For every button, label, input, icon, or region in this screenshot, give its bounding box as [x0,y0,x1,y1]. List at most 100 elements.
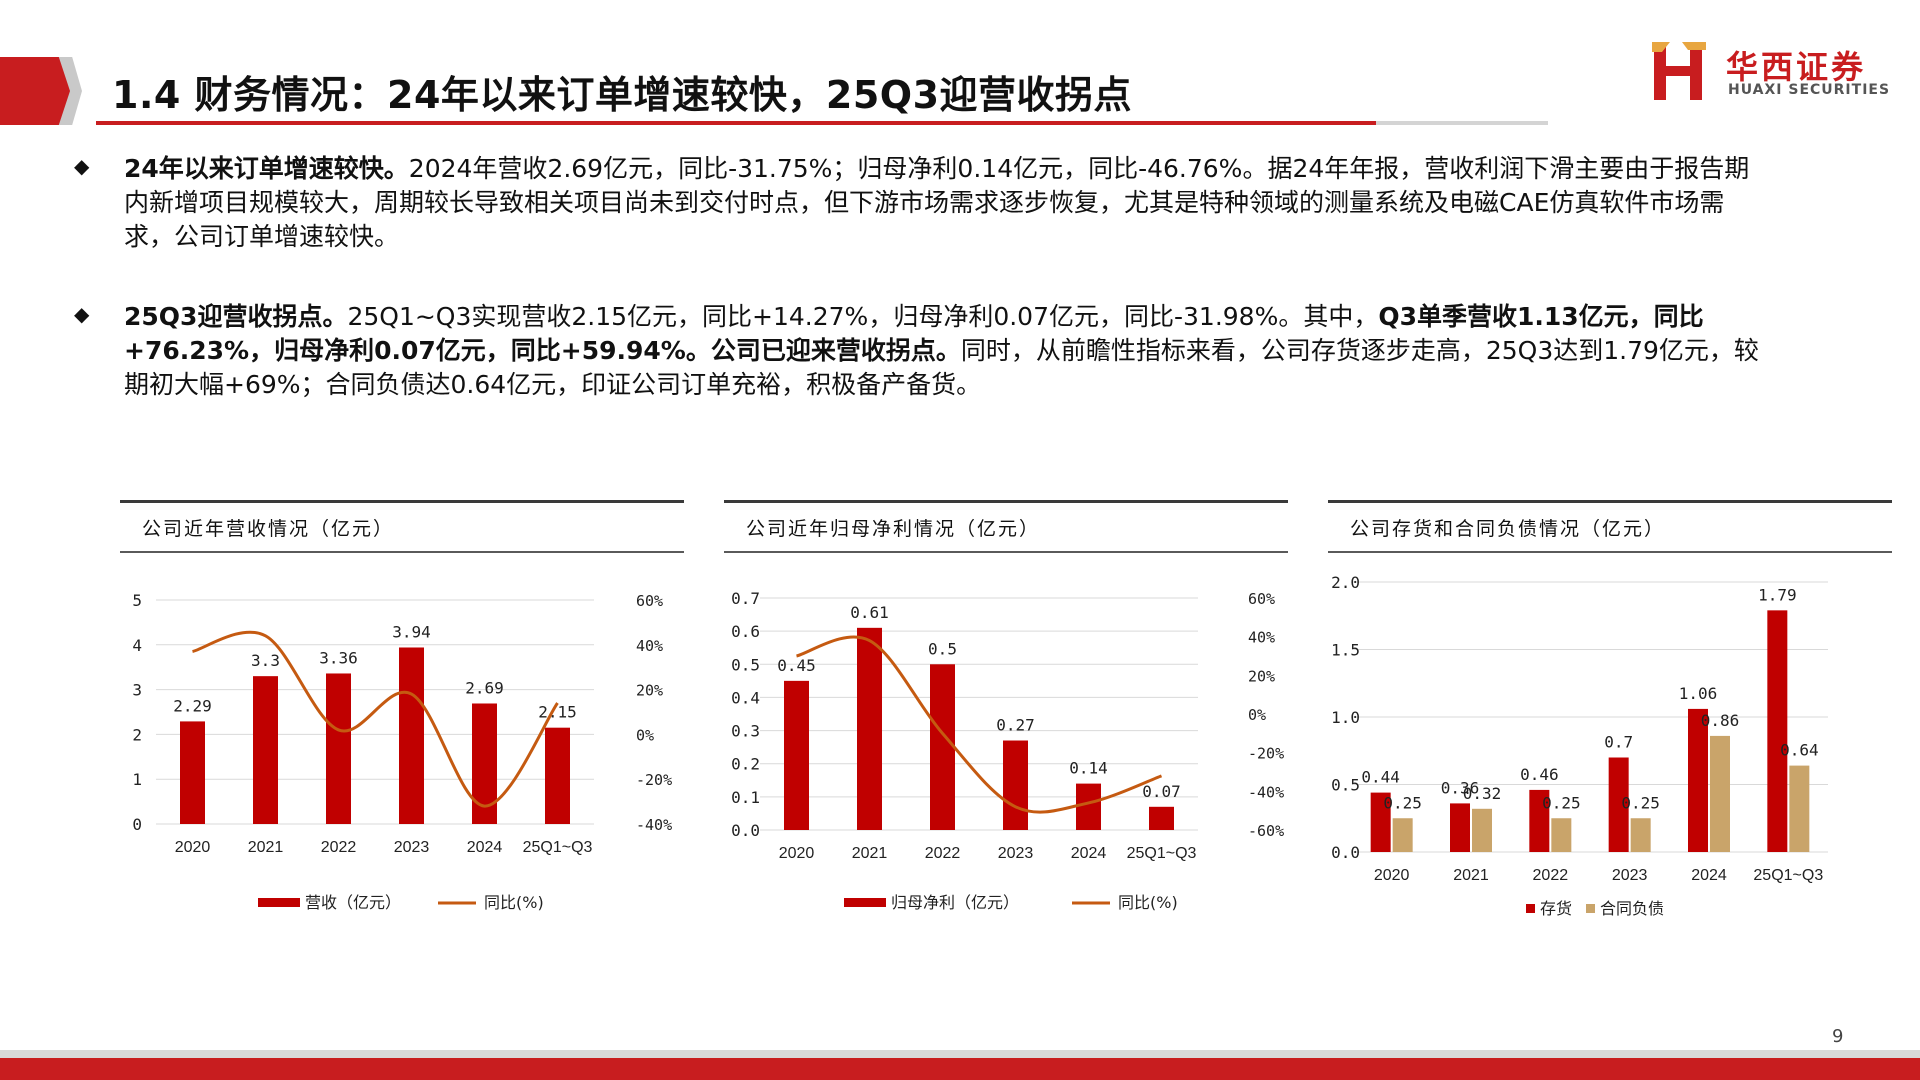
y-tick-label: 5 [132,591,142,610]
x-tick-label: 2021 [248,839,284,856]
bar [1472,808,1492,852]
legend-label: 合同负债 [1600,899,1664,918]
bar [1710,735,1730,852]
page-number: 9 [1832,1026,1844,1047]
company-logo: 华西证券 HUAXI SECURITIES [1652,40,1892,104]
footer-band-red [0,1058,1920,1080]
y-tick-label: 0.5 [1331,776,1360,795]
data-label: 0.36 [1441,778,1480,797]
y-tick-label: 0.3 [731,722,760,741]
bar [1392,818,1413,852]
bar [1529,789,1550,852]
diamond-bullet-icon: ◆ [74,154,90,178]
net-profit-chart-panel: 公司近年归母净利情况（亿元） 0.0 0.1 0.2 0.3 0.4 0.5 0.6 0.7 -… [724,500,1288,930]
y-tick-label: 0.0 [731,821,760,840]
title-underline-red [96,121,1376,125]
y-tick-label: 1.0 [1331,708,1360,727]
y2-tick-label: -20% [1248,745,1284,763]
data-label: 0.14 [1069,759,1108,778]
bar [1003,740,1028,830]
legend-bar-swatch [1586,904,1595,913]
chart-title: 公司近年归母净利情况（亿元） [746,518,1041,540]
bar [1608,757,1629,852]
y-tick-label: 1 [132,770,142,789]
data-label: 0.7 [1604,733,1633,752]
data-label: 0.46 [1520,765,1559,784]
x-tick-label: 25Q1~Q3 [1753,867,1823,884]
net-profit-chart: 0.0 0.1 0.2 0.3 0.4 0.5 0.6 0.7 -60% -40% -20% 0% 20… [731,589,1284,912]
data-label: 0.64 [1780,741,1819,760]
legend-label: 归母净利（亿元） [891,893,1019,912]
y-tick-label: 0.7 [731,589,760,608]
logo-chinese-name: 华西证券 [1726,48,1867,86]
bar [1551,818,1572,852]
data-label: 3.3 [251,651,280,670]
bar [1149,806,1174,830]
data-label: 0.25 [1383,793,1422,812]
yoy-line [796,635,1163,814]
title-tab-arrow [0,57,70,125]
chart-title: 公司近年营收情况（亿元） [142,518,395,540]
y2-tick-label: -40% [636,816,672,834]
bullet-highlight: Q3单季营收1.13亿元，同比+76.23%，归母净利0.07亿元，同比+59.… [124,302,1704,365]
y2-tick-label: -40% [1248,783,1284,801]
bullet-heading: 25Q3迎营收拐点。 [124,302,348,331]
bar [1076,783,1101,830]
bullet-text: 25Q3迎营收拐点。25Q1~Q3实现营收2.15亿元，同比+14.27%，归母… [124,300,1764,402]
bullet-text: 24年以来订单增速较快。2024年营收2.69亿元，同比-31.75%；归母净利… [124,152,1764,254]
y-tick-label: 4 [132,636,142,655]
y2-tick-label: -20% [636,771,672,789]
logo-english-name: HUAXI SECURITIES [1728,82,1891,98]
y-tick-label: 3 [132,681,142,700]
y-tick-label: 0.1 [731,788,760,807]
data-label: 0.27 [996,716,1035,735]
legend-bar-swatch [844,898,886,907]
y2-tick-label: 60% [1248,590,1275,608]
y-tick-label: 2.0 [1331,573,1360,592]
bar [253,676,278,824]
bullet-heading: 24年以来订单增速较快。 [124,154,409,183]
revenue-chart: 0 1 2 3 4 5 -40% -20% 0% 20% 40% 60% 2020 2021 2022 202… [132,591,672,912]
data-label: 0.86 [1701,711,1740,730]
data-label: 1.79 [1758,585,1797,604]
data-label: 3.36 [319,648,358,667]
bar [1370,792,1391,852]
legend-bar-swatch [258,898,300,907]
footer-band-gray [0,1050,1920,1058]
data-label: 1.06 [1679,684,1718,703]
data-label: 0.5 [928,639,957,658]
x-tick-label: 2024 [1691,867,1727,884]
bar [1688,708,1708,852]
bullet-body: 同时，从前瞻性指标来看，公司存货逐步走高，25Q3达到1.79亿元，较期初大幅+… [124,336,1759,399]
bar [784,680,809,830]
bar [1789,765,1810,852]
data-label: 0.32 [1463,784,1502,803]
inventory-chart-panel: 公司存货和合同负债情况（亿元） 0.0 0.5 1.0 1.5 2.0 2020 2021 2… [1328,500,1892,930]
panel-top-rule [1328,500,1892,503]
revenue-chart-panel: 公司近年营收情况（亿元） 0 1 2 3 4 5 -40% -20% 0% 20% 40% 60% 20… [120,500,684,930]
bar [1630,818,1651,852]
y2-tick-label: 20% [636,682,663,700]
bar [857,627,882,830]
legend-label: 同比(%) [1118,893,1178,912]
data-label: 0.45 [777,656,816,675]
y2-tick-label: 60% [636,592,663,610]
data-label: 0.25 [1542,793,1581,812]
x-tick-label: 25Q1~Q3 [523,839,593,856]
legend-label: 同比(%) [484,893,544,912]
inventory-chart: 0.0 0.5 1.0 1.5 2.0 2020 2021 2022 2023 2024 25Q1~… [1331,573,1828,918]
y-tick-label: 0.2 [731,755,760,774]
y-tick-label: 1.5 [1331,641,1360,660]
y-tick-label: 2 [132,725,142,744]
y2-tick-label: 0% [636,726,654,744]
x-tick-label: 2022 [1533,867,1569,884]
legend-label: 营收（亿元） [305,893,401,912]
y2-tick-label: 40% [636,637,663,655]
x-tick-label: 2020 [779,845,815,862]
bar [930,664,955,830]
bar [180,721,205,824]
bullet-body: 2024年营收2.69亿元，同比-31.75%；归母净利0.14亿元，同比-46… [124,154,1750,251]
x-tick-label: 2024 [467,839,503,856]
y2-tick-label: -60% [1248,822,1284,840]
y2-tick-label: 0% [1248,706,1266,724]
